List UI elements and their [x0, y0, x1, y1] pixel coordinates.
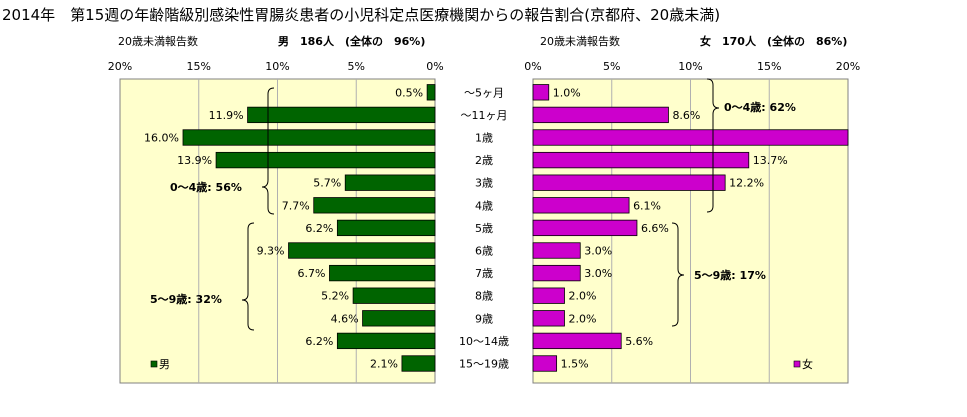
male-bar [182, 129, 436, 146]
female-bar [532, 219, 638, 237]
female-data-label: 1.0% [553, 86, 581, 99]
male-data-label: 6.7% [298, 267, 326, 280]
female-data-label: 1.5% [561, 358, 589, 371]
male-bar [426, 84, 436, 101]
male-5-9-label: 5～9歳: 32% [150, 292, 222, 306]
male-data-label: 4.6% [331, 312, 359, 325]
category-label: 10～14歳 [459, 335, 509, 348]
female-data-label: 3.0% [584, 245, 612, 258]
male-tick-label: 20% [108, 60, 132, 73]
male-data-label: 9.3% [257, 245, 285, 258]
male-panel: 20% 15% 10% 5% 0% 0.5% 11.9% 16.0% 13.9% 5.7%7.7… [108, 60, 444, 384]
male-data-label: 6.2% [305, 222, 333, 235]
category-label: 4歳 [475, 199, 493, 212]
female-bar [532, 355, 558, 372]
female-bar [532, 174, 726, 191]
female-tick-label: 10% [678, 60, 702, 73]
female-tick-label: 15% [757, 60, 781, 73]
category-label: ～11ヶ月 [461, 109, 508, 122]
male-data-label: 0.5% [395, 86, 423, 99]
male-bar [336, 219, 436, 237]
category-label: ～5ヶ月 [464, 86, 504, 99]
female-bar [532, 310, 565, 327]
category-label: 1歳 [475, 132, 493, 145]
female-bar [532, 264, 581, 282]
male-0-4-brace [261, 87, 275, 215]
female-bar [532, 332, 622, 350]
male-bar [313, 197, 436, 214]
male-data-label: 6.2% [305, 335, 333, 348]
male-data-label: 13.9% [177, 154, 212, 167]
male-legend-label: 男 [159, 358, 170, 371]
female-bar [532, 84, 550, 101]
female-data-label: 6.6% [641, 222, 669, 235]
female-data-label: 2.0% [569, 312, 597, 325]
female-0-4-brace [706, 78, 720, 213]
female-5-9-brace [671, 222, 685, 327]
male-bar [401, 355, 436, 372]
male-legend-swatch [150, 360, 158, 368]
male-5-9-brace [241, 222, 255, 331]
male-bar [329, 264, 436, 282]
female-data-label: 12.2% [729, 177, 764, 190]
female-data-label: 8.6% [672, 109, 700, 122]
female-data-label: 5.6% [625, 335, 653, 348]
male-tick-label: 5% [348, 60, 365, 73]
male-0-4-label: 0～4歳: 56% [170, 180, 242, 194]
female-5-9-label: 5～9歳: 17% [694, 268, 766, 282]
category-label: 15～19歳 [459, 358, 509, 371]
category-label: 8歳 [475, 290, 493, 303]
female-bar [532, 106, 669, 124]
category-label: 7歳 [475, 267, 493, 280]
female-bar [532, 129, 849, 146]
male-bar [247, 106, 436, 124]
female-tick-label: 0% [524, 60, 541, 73]
female-data-label: 13.7% [753, 154, 788, 167]
male-data-label: 2.1% [370, 358, 398, 371]
female-data-label: 3.0% [584, 267, 612, 280]
male-tick-label: 0% [426, 60, 443, 73]
female-summary: 女 170人 (全体の 86%) [700, 34, 847, 48]
female-tick-label: 20% [836, 60, 860, 73]
male-data-label: 5.2% [321, 290, 349, 303]
female-data-label: 2.0% [569, 290, 597, 303]
female-subtitle: 20歳未満報告数 [540, 35, 620, 48]
female-tick-label: 5% [603, 60, 620, 73]
male-summary: 男 186人 (全体の 96%) [278, 34, 425, 48]
female-bar [532, 287, 565, 304]
male-bar [215, 151, 436, 169]
chart-title: 2014年 第15週の年齢階級別感染性胃腸炎患者の小児科定点医療機関からの報告割… [2, 6, 720, 24]
category-label: 2歳 [475, 154, 493, 167]
category-label: 6歳 [475, 245, 493, 258]
male-tick-label: 15% [187, 60, 211, 73]
male-bar [288, 242, 436, 259]
male-subtitle: 20歳未満報告数 [118, 35, 198, 48]
female-bar [532, 197, 630, 214]
female-0-4-label: 0～4歳: 62% [724, 100, 796, 114]
male-data-label: 11.9% [209, 109, 244, 122]
female-legend-swatch [793, 360, 801, 368]
female-bar [532, 242, 581, 259]
female-bar [532, 151, 750, 169]
brackets [241, 78, 720, 331]
category-label: 5歳 [475, 222, 493, 235]
category-label: 9歳 [475, 312, 493, 325]
female-panel: 0% 5% 10% 15% 20% 1.0% 8.6% 13.7% 12.2% 6.1% 6.6%… [524, 60, 860, 384]
male-bar [352, 287, 436, 304]
female-data-label: 6.1% [633, 199, 661, 212]
category-label: 3歳 [475, 177, 493, 190]
male-tick-label: 10% [265, 60, 289, 73]
male-data-label: 16.0% [144, 132, 179, 145]
male-data-label: 5.7% [313, 177, 341, 190]
female-legend-label: 女 [802, 357, 813, 371]
male-bar [362, 310, 436, 327]
male-bar [336, 332, 436, 350]
male-data-label: 7.7% [282, 199, 310, 212]
male-bar [344, 174, 436, 191]
